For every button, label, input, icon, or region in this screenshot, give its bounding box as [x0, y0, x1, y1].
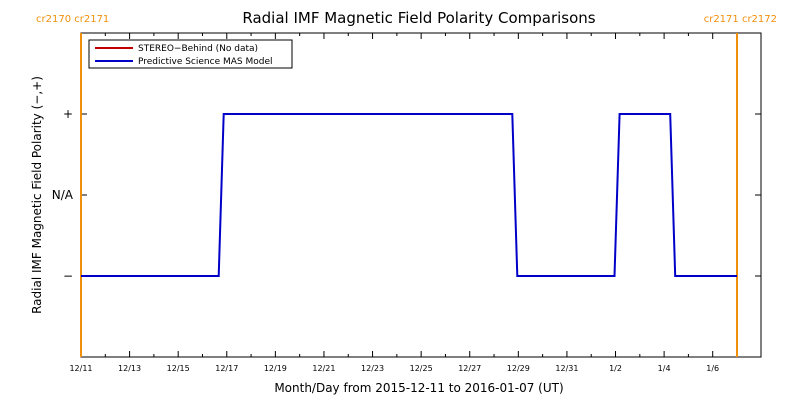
legend-label-stereo-behind: STEREO−Behind (No data) [138, 44, 258, 54]
x-tick-label: 12/27 [458, 364, 481, 373]
carrington-left-label: cr2170 cr2171 [36, 14, 109, 25]
x-tick-label: 1/2 [609, 364, 622, 373]
legend: STEREO−Behind (No data) Predictive Scien… [88, 39, 293, 69]
chart-title: Radial IMF Magnetic Field Polarity Compa… [242, 9, 595, 27]
legend-box [88, 39, 293, 69]
y-tick-label: N/A [52, 188, 74, 202]
x-tick-label: 12/11 [69, 364, 92, 373]
carrington-right-label: cr2171 cr2172 [704, 14, 777, 25]
y-tick-label: − [63, 269, 73, 283]
x-axis-label: Month/Day from 2015-12-11 to 2016-01-07 … [274, 381, 563, 395]
plot-area-frame [80, 32, 762, 358]
x-tick-label: 12/21 [312, 364, 335, 373]
x-tick-label: 12/17 [215, 364, 238, 373]
legend-label-mas-model: Predictive Science MAS Model [138, 57, 273, 67]
x-tick-label: 12/25 [410, 364, 433, 373]
x-tick-label: 12/29 [507, 364, 530, 373]
x-tick-label: 1/4 [658, 364, 671, 373]
x-tick-label: 12/31 [555, 364, 578, 373]
y-tick-label: + [63, 107, 73, 121]
y-axis-label: Radial IMF Magnetic Field Polarity (−,+) [30, 76, 44, 314]
x-tick-label: 12/15 [167, 364, 190, 373]
x-tick-label: 12/19 [264, 364, 287, 373]
y-axis-ticks: + N/A − [52, 32, 761, 358]
x-axis-ticks: 12/11 12/13 12/15 12/17 12/19 12/21 12/23 12/25… [69, 33, 738, 373]
series-layer [81, 113, 737, 277]
x-tick-label: 1/6 [706, 364, 719, 373]
x-tick-label: 12/23 [361, 364, 384, 373]
carrington-markers [80, 33, 738, 357]
series-line-mas-model [81, 113, 737, 277]
x-tick-label: 12/13 [118, 364, 141, 373]
